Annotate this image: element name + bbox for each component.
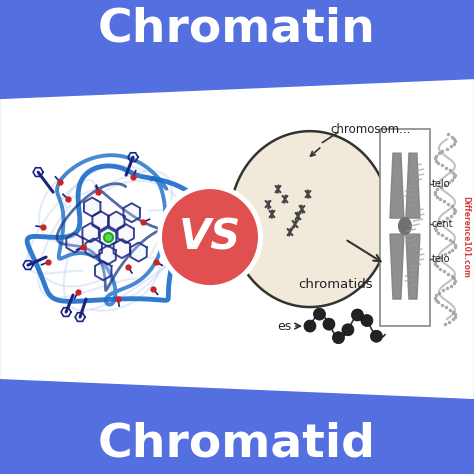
Polygon shape: [390, 234, 404, 299]
Polygon shape: [82, 223, 99, 242]
Circle shape: [361, 315, 373, 327]
Polygon shape: [0, 79, 474, 399]
Ellipse shape: [398, 217, 412, 235]
Circle shape: [370, 330, 383, 342]
Text: Chromatin: Chromatin: [98, 7, 376, 52]
Polygon shape: [100, 228, 116, 246]
Polygon shape: [406, 153, 420, 218]
Polygon shape: [84, 198, 100, 217]
Polygon shape: [406, 234, 420, 299]
Circle shape: [342, 324, 354, 336]
Polygon shape: [108, 211, 125, 230]
Polygon shape: [118, 224, 134, 243]
Polygon shape: [100, 246, 116, 264]
Circle shape: [162, 189, 258, 285]
Text: chromatids: chromatids: [298, 278, 373, 291]
Bar: [380, 129, 430, 326]
Text: telo: telo: [432, 179, 450, 189]
Polygon shape: [92, 211, 109, 230]
Text: es: es: [278, 319, 292, 333]
Text: chromosom...: chromosom...: [330, 123, 410, 136]
Polygon shape: [230, 131, 390, 307]
Polygon shape: [114, 239, 130, 258]
Text: telo: telo: [432, 254, 450, 264]
Circle shape: [323, 318, 335, 330]
Polygon shape: [85, 238, 102, 257]
Circle shape: [304, 320, 316, 332]
Circle shape: [351, 309, 364, 321]
Polygon shape: [390, 153, 404, 218]
Text: cent: cent: [432, 219, 454, 229]
Text: VS: VS: [179, 216, 241, 258]
Polygon shape: [66, 233, 83, 252]
Polygon shape: [95, 261, 111, 280]
Circle shape: [157, 184, 263, 290]
Polygon shape: [124, 203, 140, 222]
Circle shape: [313, 308, 326, 320]
Text: Difference101.com: Difference101.com: [461, 196, 470, 278]
Circle shape: [332, 332, 345, 344]
Polygon shape: [130, 243, 147, 262]
Text: Chromatid: Chromatid: [98, 421, 376, 466]
